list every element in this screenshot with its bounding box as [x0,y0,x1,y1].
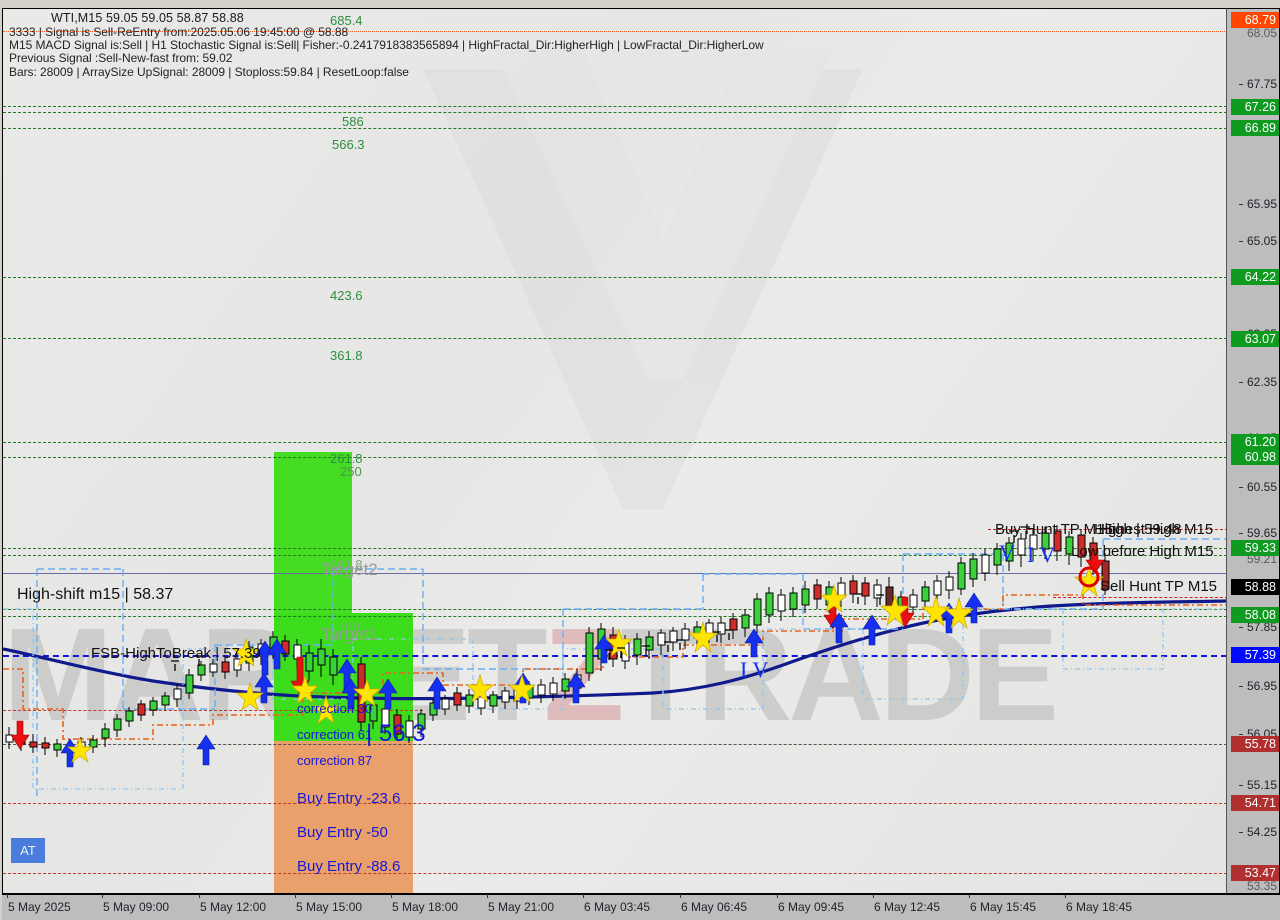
fractal-letter-marker: I V I V V [740,540,1055,682]
candle-group-rally [753,575,918,633]
price-tick: 56.95 [1238,679,1277,693]
hline-red-5347 [3,873,1226,874]
price-axis[interactable]: 68.05 64.15 59.21 58.73 58.17 53.35 67.7… [1226,8,1280,894]
hline-dark-low [3,744,1226,745]
signal-markers: I V I V V [10,526,1105,768]
svg-text:I V: I V [1027,542,1055,567]
price-badge-level: 58.08 [1231,607,1279,623]
hline-green-6307 [3,338,1226,339]
time-tick: 6 May 12:45 [873,894,940,914]
hline-green-6098 [3,457,1226,458]
hline-orange-top [3,31,1226,32]
hline-red-5471 [3,803,1226,804]
time-axis[interactable]: 5 May 2025 5 May 09:00 5 May 12:00 5 May… [2,894,1280,920]
price-tick: 59.65 [1238,526,1277,540]
price-tick: 57.85 [1238,620,1277,634]
time-tick: 6 May 03:45 [583,894,650,914]
price-badge-fsb: 57.39 [1231,647,1279,663]
hline-green-6689 [3,128,1226,129]
hline-green-5933 [3,548,1226,549]
price-badge-last-price: 58.88 [1231,579,1279,595]
hline-green-6422 [3,277,1226,278]
sell-arrow-icon [10,549,1105,750]
time-tick: 6 May 18:45 [1065,894,1132,914]
price-tick: 67.75 [1238,77,1277,91]
price-tick: 60.55 [1238,480,1277,494]
svg-text:I V: I V [740,657,768,682]
hline-green-5808 [3,616,1226,617]
hline-red-dashdot-tp [988,529,1226,530]
time-tick: 5 May 21:00 [487,894,554,914]
candle-group-final [921,525,1110,609]
fib-target-zone-upper [274,452,352,624]
price-tick-shadow: 68.05 [1246,26,1277,40]
hline-red-dashdot-mid [3,710,423,711]
buy-arrow-icon [60,592,984,768]
fractal-dot-marker [171,526,1030,671]
sell-circle-marker [1078,566,1100,588]
buy-entry-zone [274,741,413,893]
time-tick: 5 May 12:00 [199,894,266,914]
time-tick: 6 May 15:45 [969,894,1036,914]
hline-green-6726 [3,106,1226,107]
fractal-star-icon [67,564,1104,763]
hline-blue-5888 [3,573,1226,574]
candle-group-rise1 [101,669,194,747]
hline-red-dashdot-sell [1053,597,1226,598]
time-tick: 5 May 18:00 [391,894,458,914]
time-tick: 5 May 09:00 [102,894,169,914]
price-badge-current-high: 68.79 [1231,12,1279,28]
hline-green-586 [3,112,1226,113]
price-badge-level: 64.22 [1231,269,1279,285]
time-tick: 6 May 06:45 [680,894,747,914]
time-tick: 5 May 15:00 [295,894,362,914]
svg-text:V: V [999,540,1015,565]
price-tick-shadow: 53.35 [1246,879,1277,893]
price-badge-level: 67.26 [1231,99,1279,115]
time-tick: 6 May 09:45 [777,894,844,914]
price-badge-level: 59.33 [1231,540,1279,556]
auto-trading-button[interactable]: AT [11,838,45,863]
time-tick: 5 May 2025 [7,894,71,914]
price-badge-level: 63.07 [1231,331,1279,347]
chart-canvas[interactable]: MARKETZTRADE [2,8,1226,894]
price-badge-level: 60.98 [1231,449,1279,465]
price-tick: 65.95 [1238,197,1277,211]
price-tick: 55.15 [1238,778,1277,792]
ma-navy-line [3,599,1226,701]
price-tick: 65.05 [1238,234,1277,248]
hline-green-5817 [3,609,1226,610]
price-badge-level: 53.47 [1231,865,1279,881]
price-badge-level: 61.20 [1231,434,1279,450]
candle-group-sideways [441,669,582,715]
price-tick: 54.25 [1238,825,1277,839]
hline-green-6120 [3,442,1226,443]
price-badge-level: 66.89 [1231,120,1279,136]
price-badge-level: 55.78 [1231,736,1279,752]
candlestick-series[interactable]: I V I V V [3,9,1226,894]
hline-green-5921 [3,555,1226,556]
price-badge-level: 54.71 [1231,795,1279,811]
price-tick: 62.35 [1238,375,1277,389]
